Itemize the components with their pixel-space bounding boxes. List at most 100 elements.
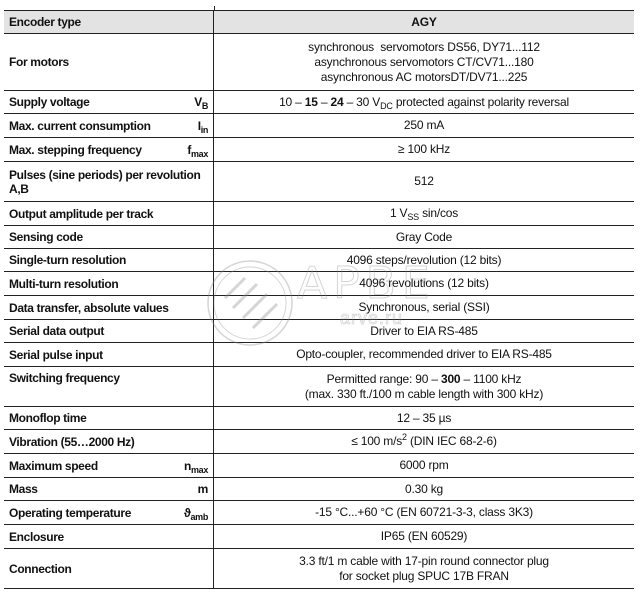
table-row: Enclosure IP65 (EN 60529)	[4, 525, 634, 549]
symbol-base: ϑ	[183, 505, 191, 520]
row-label-cell: Vibration (55…2000 Hz)	[4, 430, 214, 453]
value-text: –	[317, 94, 331, 109]
row-label-cell: Sensing code	[4, 226, 214, 248]
row-label-cell: Output amplitude per track	[4, 202, 214, 225]
value-line: -15 °C...+60 °C (EN 60721-3-3, class 3K3…	[315, 505, 533, 520]
value-text: Synchronous, serial (SSI)	[358, 300, 490, 314]
value-line: Synchronous, serial (SSI)	[358, 300, 489, 315]
value-text: Gray Code	[395, 229, 453, 244]
row-label: Max. stepping frequency	[9, 142, 142, 157]
table-row: Mass m 0.30 kg	[4, 478, 634, 501]
value-line: Opto-coupler, recommended driver to EIA …	[296, 347, 552, 362]
row-label-cell: For motors	[4, 34, 214, 90]
symbol-base: f	[187, 142, 192, 157]
row-value-cell: 6000 rpm	[214, 454, 634, 477]
row-value-cell: 10 – 15 – 24 – 30 VDC protected against …	[214, 91, 634, 113]
table-row: Pulses (sine periods) per revolution A,B…	[4, 162, 634, 202]
value-text: 512	[414, 174, 434, 188]
row-label: Multi-turn resolution	[9, 276, 119, 291]
value-text: 250 mA	[403, 118, 445, 132]
row-value-cell: 12 – 35 µs	[214, 407, 634, 429]
row-label-cell: Serial data output	[4, 320, 214, 342]
table-row: For motors synchronous servomotors DS56, …	[4, 34, 634, 91]
table-row: Switching frequency Permitted range: 90 –…	[4, 367, 634, 407]
value-line: ≥ 100 kHz	[398, 142, 450, 157]
symbol-base: m	[197, 482, 209, 496]
row-label-cell: Maximum speed nmax	[4, 454, 214, 477]
row-label: Vibration (55…2000 Hz)	[9, 434, 135, 449]
value-text: Opto-coupler, recommended driver to EIA …	[296, 347, 552, 361]
value-line: IP65 (EN 60529)	[381, 529, 468, 544]
row-symbol: VB	[194, 95, 208, 111]
row-label: Supply voltage	[9, 95, 90, 109]
row-value-cell: 1 VSS sin/cos	[214, 202, 634, 225]
value-text: ≤ 100 m/s	[351, 434, 403, 448]
row-label-cell: Pulses (sine periods) per revolution A,B	[4, 162, 214, 201]
row-label: Operating temperature	[9, 505, 132, 520]
value-line: Gray Code	[396, 230, 452, 245]
row-label-cell: Serial pulse input	[4, 343, 214, 366]
value-text: (DIN IEC 68-2-6)	[406, 434, 497, 448]
value-text: 10 –	[279, 94, 305, 109]
table-header-row: Encoder type AGY	[4, 11, 634, 34]
row-label: Pulses (sine periods) per revolution A,B	[9, 167, 201, 196]
row-label-cell: Multi-turn resolution	[4, 272, 214, 295]
row-value-cell: 512	[214, 162, 634, 201]
value-text: 300	[440, 371, 461, 386]
value-text: 2	[402, 432, 407, 442]
value-line: Permitted range: 90 – 300 – 1100 kHz	[327, 372, 522, 387]
row-label: Single-turn resolution	[9, 253, 126, 267]
row-value-cell: ≥ 100 kHz	[214, 138, 634, 161]
value-text: -15 °C...+60 °C (EN 60721-3-3, class 3K3…	[315, 505, 533, 519]
row-symbol: nmax	[184, 459, 208, 475]
table-row: Maximum speed nmax 6000 rpm	[4, 454, 634, 478]
symbol-subscript: max	[191, 148, 208, 159]
row-label-cell: Monoflop time	[4, 407, 214, 429]
value-text: 24	[330, 94, 344, 109]
row-symbol: fmax	[187, 142, 208, 159]
row-label-cell: Enclosure	[4, 525, 214, 548]
table-row: Vibration (55…2000 Hz) ≤ 100 m/s2 (DIN IE…	[4, 430, 634, 454]
symbol-subscript: in	[200, 124, 209, 135]
value-line: for socket plug SPUC 17B FRAN	[339, 569, 509, 584]
row-label-cell: Single-turn resolution	[4, 249, 214, 271]
value-text: sin/cos	[418, 206, 459, 220]
value-line: 250 mA	[404, 118, 444, 133]
table-row: Output amplitude per track 1 VSS sin/cos	[4, 202, 634, 226]
row-label-cell: Data transfer, absolute values	[4, 296, 214, 319]
row-value-cell: 250 mA	[214, 114, 634, 137]
value-line: 4096 steps/revolution (12 bits)	[347, 253, 502, 268]
value-line: asynchronous AC motorsDT/DV71...225	[321, 70, 528, 85]
row-label-cell: Mass m	[4, 478, 214, 500]
row-label: Serial pulse input	[9, 347, 103, 362]
row-value-cell: synchronous servomotors DS56, DY71...112…	[214, 34, 634, 90]
row-value-cell: Permitted range: 90 – 300 – 1100 kHz (max…	[214, 367, 634, 406]
value-line: 1 VSS sin/cos	[390, 206, 459, 222]
table-row: Supply voltage VB 10 – 15 – 24 – 30 VDC pr…	[4, 91, 634, 114]
row-value-cell: Synchronous, serial (SSI)	[214, 296, 634, 319]
value-line: 12 – 35 µs	[397, 411, 451, 426]
value-line: 3.3 ft/1 m cable with 17-pin round conne…	[299, 554, 549, 569]
value-line: 0.30 kg	[405, 482, 443, 497]
row-label-cell: Max. current consumption Iin	[4, 114, 214, 137]
row-value-cell: 4096 revolutions (12 bits)	[214, 272, 634, 295]
table-row: Serial data output Driver to EIA RS-485	[4, 320, 634, 343]
row-label: Switching frequency	[9, 371, 120, 385]
row-label: Serial data output	[9, 324, 105, 338]
value-text: DC	[380, 100, 393, 111]
value-line: 4096 revolutions (12 bits)	[359, 276, 489, 291]
value-text: asynchronous servomotors CT/CV71...180	[314, 54, 534, 69]
symbol-base: V	[194, 95, 202, 109]
row-label: Data transfer, absolute values	[9, 300, 169, 315]
row-label: For motors	[9, 55, 69, 69]
value-text: Driver to EIA RS-485	[370, 323, 478, 338]
row-symbol: ϑamb	[183, 505, 208, 522]
value-line: Driver to EIA RS-485	[370, 323, 478, 339]
value-text: for socket plug SPUC 17B FRAN	[339, 568, 509, 583]
table-row: Data transfer, absolute values Synchronou…	[4, 296, 634, 320]
row-value-cell: Gray Code	[214, 226, 634, 248]
value-line: asynchronous servomotors CT/CV71...180	[314, 55, 533, 70]
value-line: 10 – 15 – 24 – 30 VDC protected against …	[279, 94, 569, 111]
value-text: 0.30 kg	[405, 481, 443, 496]
row-symbol: m	[197, 482, 209, 496]
